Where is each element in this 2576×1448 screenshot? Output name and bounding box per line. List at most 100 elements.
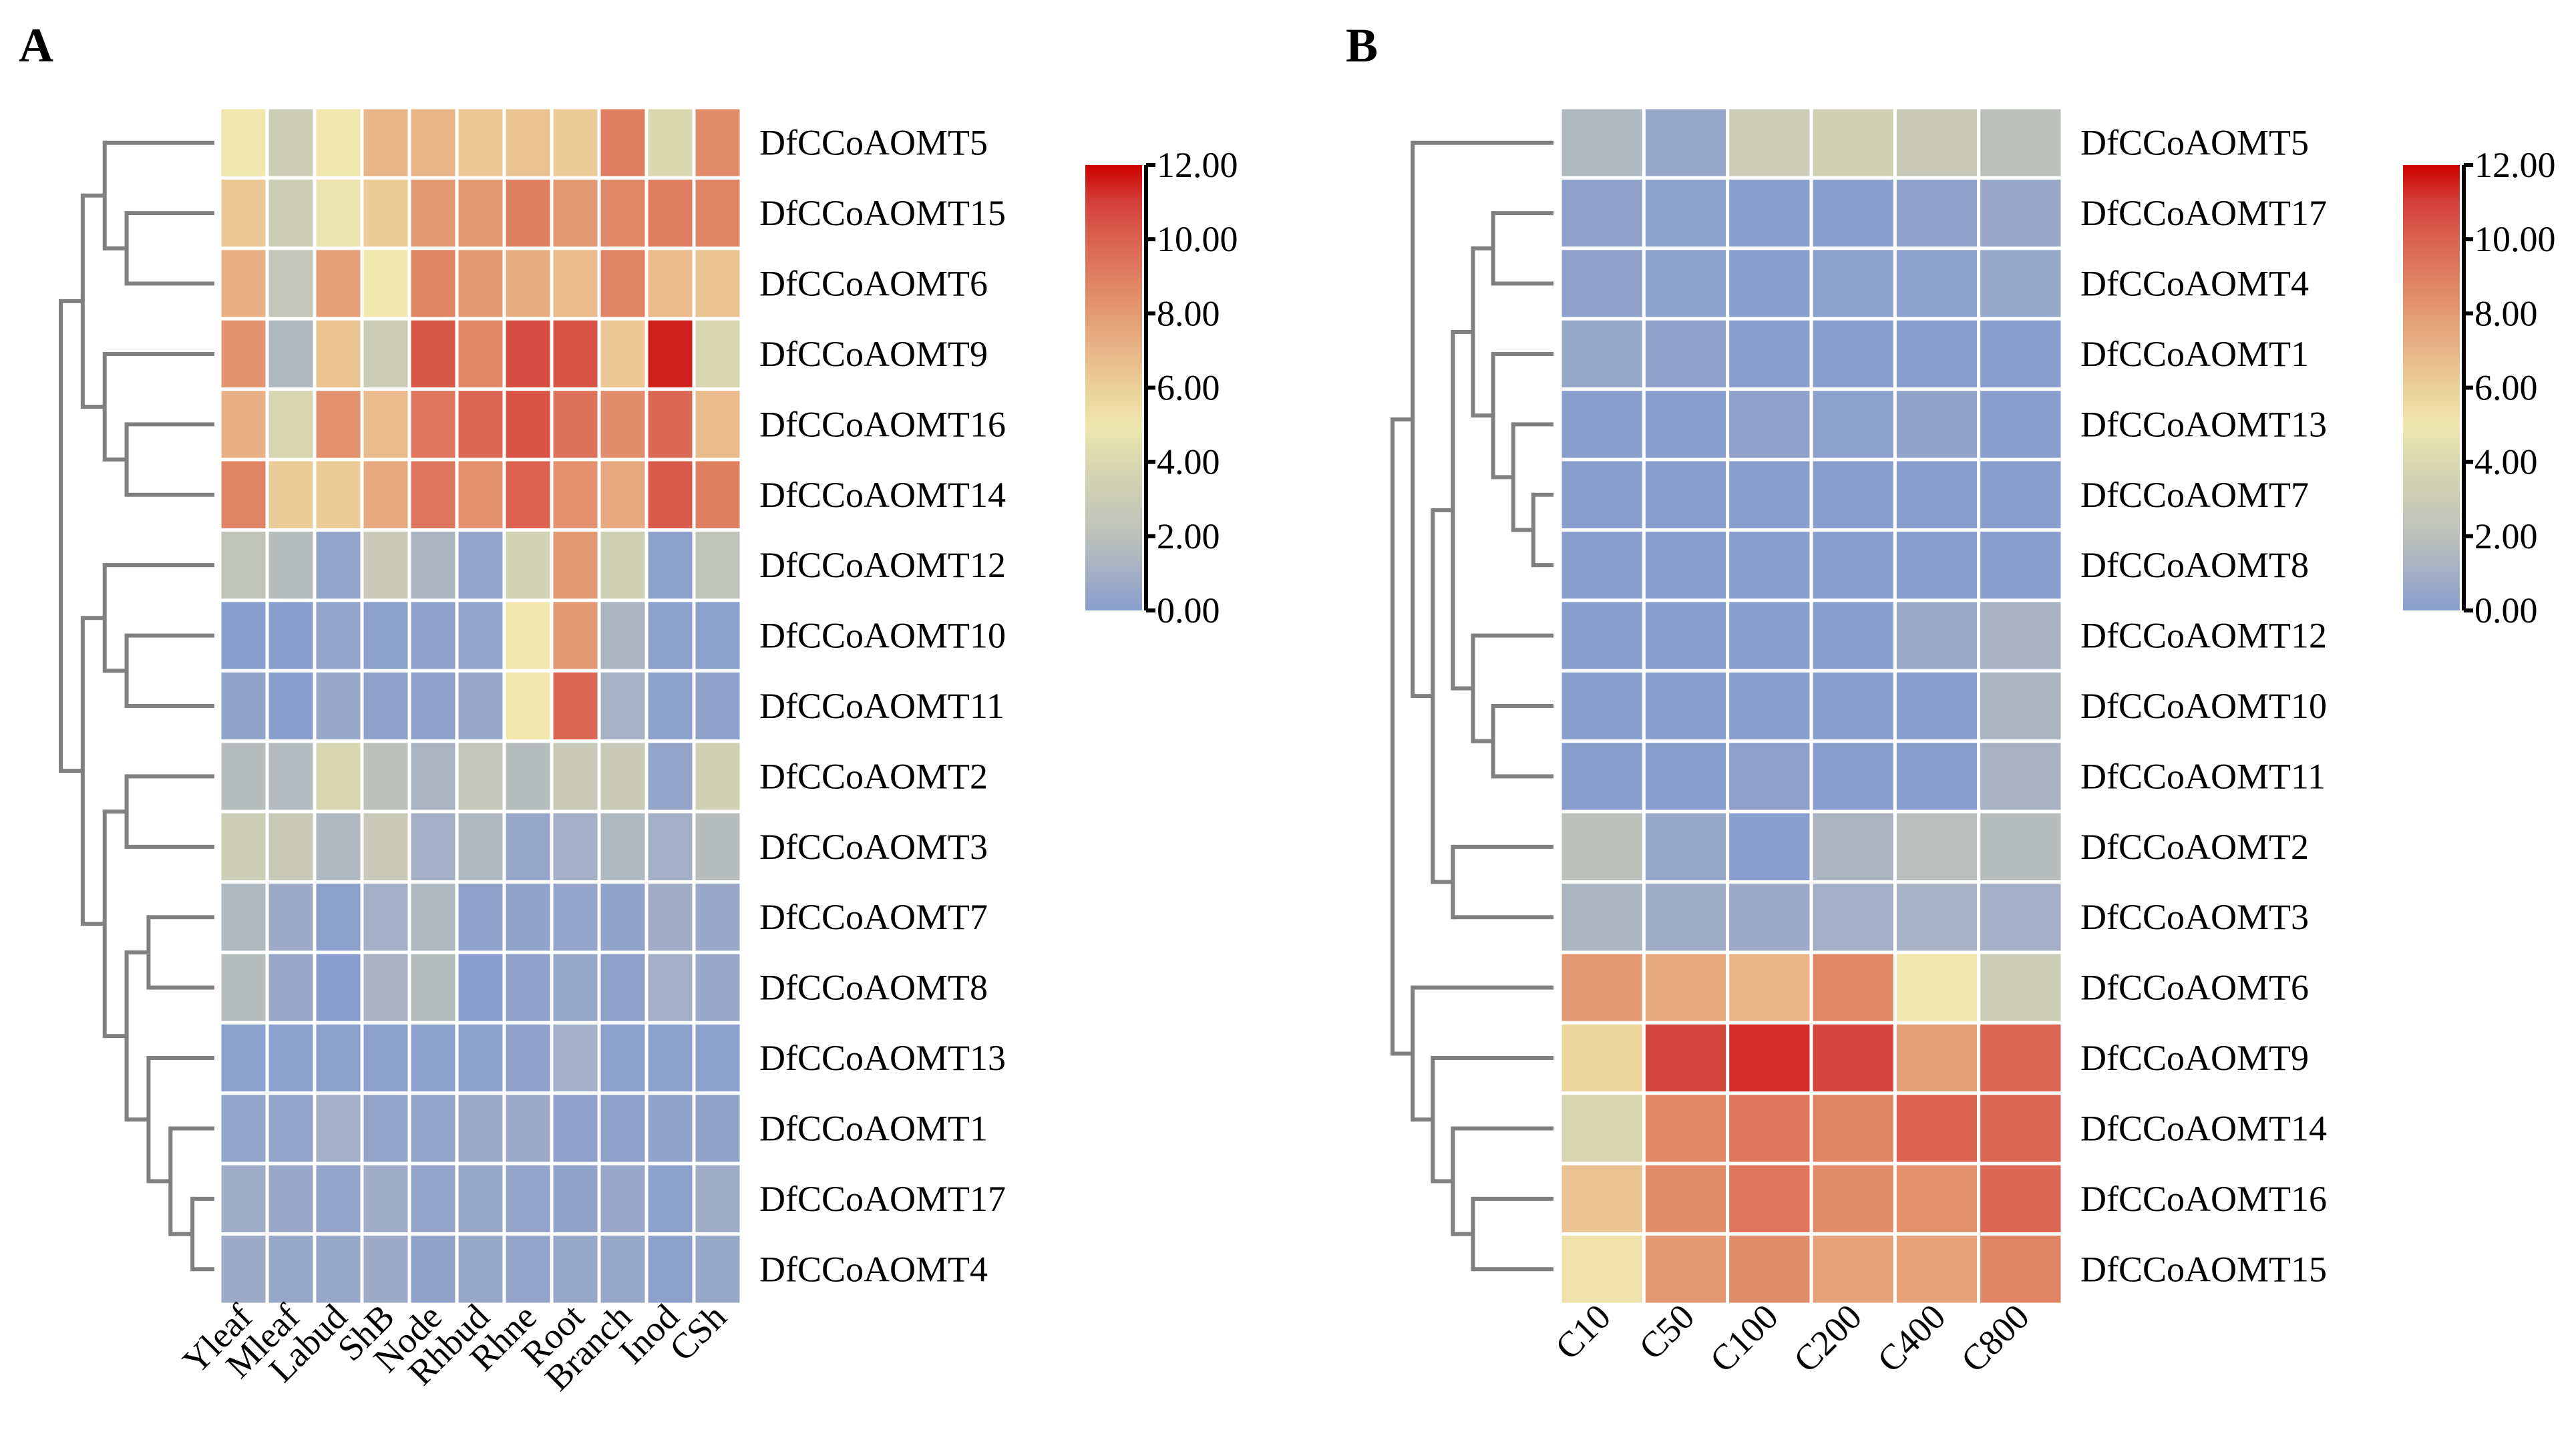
heatmap-cell [597,1091,649,1165]
heatmap-cell [265,1091,317,1165]
heatmap-cell [1809,809,1897,884]
heatmap-cell [1893,1091,1981,1165]
heatmap-cell [645,528,696,602]
heatmap-cell [597,317,649,391]
heatmap-cell [265,598,317,673]
heatmap-cell [597,1021,649,1095]
row-label: DfCCoAOMT3 [759,827,988,867]
heatmap-cell [1558,176,1646,250]
heatmap-cell [1977,528,2064,602]
heatmap-cell [218,809,269,884]
heatmap-cell [313,176,364,250]
heatmap-cell [597,246,649,321]
heatmap-cell [1642,669,1730,743]
heatmap-cell [1893,880,1981,954]
heatmap-cell [265,317,317,391]
heatmap-cell [360,387,411,462]
heatmap-cell [1642,739,1730,813]
heatmap-cell [1977,1091,2064,1165]
heatmap-cell [313,598,364,673]
heatmap-cell [455,669,506,743]
heatmap-cell [645,1091,696,1165]
heatmap-cell [1642,880,1730,954]
heatmap-cell [597,809,649,884]
heatmap-cell [1809,106,1897,180]
heatmap-cell [502,387,554,462]
heatmap-cell [407,387,459,462]
heatmap-cell [407,809,459,884]
heatmap-cell [1642,387,1730,462]
heatmap-cell [1558,669,1646,743]
heatmap-cell [1893,458,1981,532]
row-label: DfCCoAOMT10 [2080,686,2327,726]
heatmap-cell [218,528,269,602]
column-label: C800 [1954,1296,2037,1380]
row-label: DfCCoAOMT16 [2080,1179,2327,1219]
heatmap-cell [218,246,269,321]
heatmap-cell [1809,528,1897,602]
heatmap-cell [692,598,743,673]
heatmap-cell [1726,950,1813,1025]
heatmap-cell [1977,176,2064,250]
heatmap-cell [455,880,506,954]
heatmap-cell [1726,1161,1813,1236]
heatmap-cell [1977,950,2064,1025]
heatmap-cell [455,598,506,673]
heatmap-cell [502,880,554,954]
row-label: DfCCoAOMT15 [759,193,1006,233]
heatmap-cell [265,458,317,532]
heatmap-cell [313,106,364,180]
heatmap-cell [1977,106,2064,180]
heatmap-cell [1558,809,1646,884]
heatmap-cell [218,317,269,391]
row-label: DfCCoAOMT2 [2080,827,2309,867]
heatmap-cell [692,458,743,532]
heatmap-cell [455,458,506,532]
heatmap-cell [550,317,601,391]
heatmap-cell [1893,739,1981,813]
heatmap-cell [455,176,506,250]
heatmap-cell [1558,106,1646,180]
heatmap-cell [313,246,364,321]
row-label: DfCCoAOMT1 [2080,334,2309,374]
heatmap-cell [1809,1091,1897,1165]
row-label: DfCCoAOMT14 [2080,1108,2327,1148]
row-label: DfCCoAOMT7 [2080,475,2309,515]
heatmap-cell [1977,1232,2064,1306]
heatmap-cell [218,106,269,180]
heatmap-cell [455,528,506,602]
heatmap-cell [550,246,601,321]
heatmap-cells [1558,106,2064,1306]
heatmap-cell [1893,176,1981,250]
column-label: C50 [1631,1296,1702,1367]
heatmap-cell [218,1091,269,1165]
heatmap-cell [1809,669,1897,743]
heatmap-cell [692,1161,743,1236]
heatmap-cell [550,950,601,1025]
heatmap-cell [597,1232,649,1306]
heatmap-cell [597,1161,649,1236]
colorbar-tick-label: 10.00 [2474,219,2556,259]
heatmap-cell [1642,528,1730,602]
heatmap-cell [218,1021,269,1095]
colorbar-tick-label: 0.00 [1157,590,1220,630]
row-label: DfCCoAOMT5 [2080,123,2309,163]
heatmap-cell [1726,458,1813,532]
heatmap-cell [360,950,411,1025]
heatmap-cell [407,739,459,813]
heatmap-cell [1726,528,1813,602]
heatmap-cell [1642,458,1730,532]
heatmap-cell [218,458,269,532]
heatmap-cell [455,1021,506,1095]
heatmap-cell [455,246,506,321]
heatmap-cell [1558,528,1646,602]
heatmap-cell [1642,1161,1730,1236]
heatmap-cell [218,669,269,743]
row-dendrogram [59,140,214,1272]
heatmap-cell [502,739,554,813]
heatmap-cell [502,1091,554,1165]
heatmap-cell [218,739,269,813]
heatmap-cell [1977,880,2064,954]
heatmap-cell [313,809,364,884]
heatmap-cell [692,528,743,602]
